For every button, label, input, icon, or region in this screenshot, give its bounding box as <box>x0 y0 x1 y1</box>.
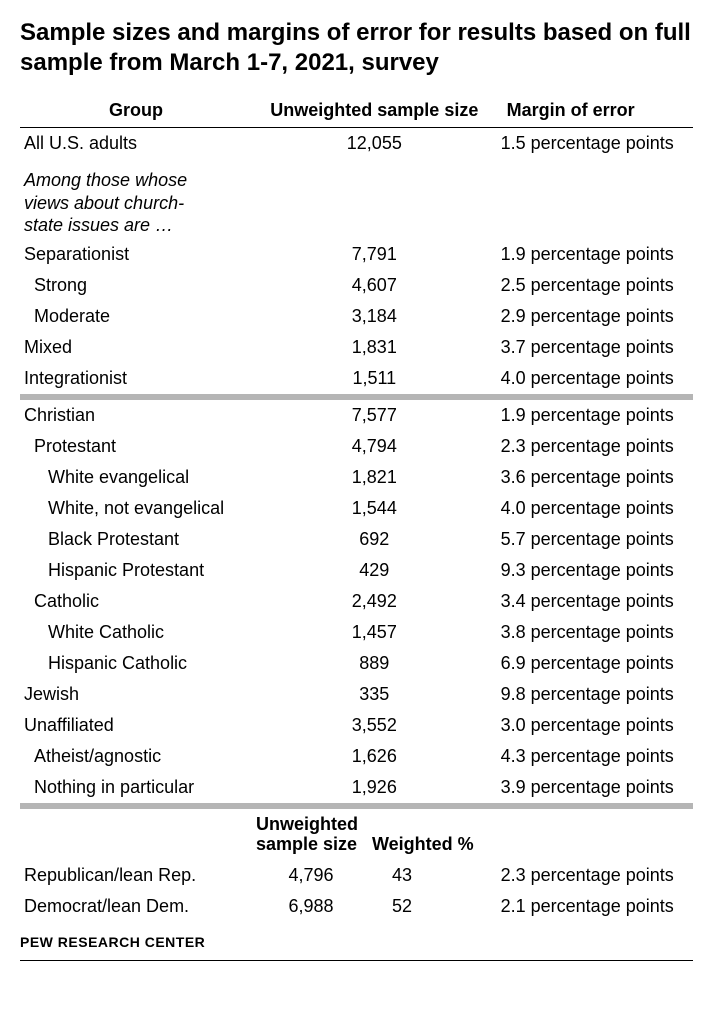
mid-header-sample-weighted: Unweighted sample sizeWeighted % <box>252 809 497 860</box>
row-label: Republican/lean Rep. <box>20 860 252 891</box>
row-label: Unaffiliated <box>20 710 252 741</box>
row-label: Jewish <box>20 679 252 710</box>
row-label: Democrat/lean Dem. <box>20 891 252 922</box>
row-sample: 2,492 <box>252 586 497 617</box>
row-moe: 5.7 percentage points <box>497 524 693 555</box>
row-moe: 1.5 percentage points <box>497 128 693 160</box>
table-row: Strong4,6072.5 percentage points <box>20 270 693 301</box>
row-label: Atheist/agnostic <box>20 741 252 772</box>
table-row: Protestant4,7942.3 percentage points <box>20 431 693 462</box>
row-moe: 3.9 percentage points <box>497 772 693 803</box>
table-container: Sample sizes and margins of error for re… <box>0 0 713 981</box>
table-row: White, not evangelical1,5444.0 percentag… <box>20 493 693 524</box>
row-label: Protestant <box>20 431 252 462</box>
row-moe: 9.8 percentage points <box>497 679 693 710</box>
table-row: Jewish3359.8 percentage points <box>20 679 693 710</box>
row-label: Integrationist <box>20 363 252 394</box>
table-row: Moderate3,1842.9 percentage points <box>20 301 693 332</box>
row-moe: 1.9 percentage points <box>497 239 693 270</box>
row-sample: 3,184 <box>252 301 497 332</box>
row-sample: 7,791 <box>252 239 497 270</box>
table-row: All U.S. adults12,0551.5 percentage poin… <box>20 128 693 160</box>
table-row: Black Protestant6925.7 percentage points <box>20 524 693 555</box>
row-sample: 335 <box>252 679 497 710</box>
table-row: Separationist7,7911.9 percentage points <box>20 239 693 270</box>
row-moe: 1.9 percentage points <box>497 400 693 431</box>
table-row: Democrat/lean Dem.6,988522.1 percentage … <box>20 891 693 922</box>
row-sample: 889 <box>252 648 497 679</box>
row-label: All U.S. adults <box>20 128 252 160</box>
row-label: White, not evangelical <box>20 493 252 524</box>
mid-header-blank2 <box>497 809 693 860</box>
subhead-row: Among those whose views about church-sta… <box>20 159 693 239</box>
row-moe: 2.9 percentage points <box>497 301 693 332</box>
row-moe: 2.3 percentage points <box>497 860 693 891</box>
col-header-moe: Margin of error <box>497 94 693 128</box>
row-label: Separationist <box>20 239 252 270</box>
row-sample: 429 <box>252 555 497 586</box>
row-sample: 1,511 <box>252 363 497 394</box>
row-label: Christian <box>20 400 252 431</box>
row-label: Hispanic Protestant <box>20 555 252 586</box>
mid-header-row: Unweighted sample sizeWeighted % <box>20 809 693 860</box>
row-moe: 2.1 percentage points <box>497 891 693 922</box>
source-footer: PEW RESEARCH CENTER <box>20 934 693 961</box>
row-moe: 3.0 percentage points <box>497 710 693 741</box>
page-title: Sample sizes and margins of error for re… <box>20 18 693 78</box>
row-sample: 7,577 <box>252 400 497 431</box>
table-row: White evangelical1,8213.6 percentage poi… <box>20 462 693 493</box>
table-row: Atheist/agnostic1,6264.3 percentage poin… <box>20 741 693 772</box>
row-moe: 2.5 percentage points <box>497 270 693 301</box>
row-label: Hispanic Catholic <box>20 648 252 679</box>
row-sample-weighted: 6,98852 <box>252 891 497 922</box>
row-moe: 9.3 percentage points <box>497 555 693 586</box>
row-moe: 3.6 percentage points <box>497 462 693 493</box>
row-sample: 3,552 <box>252 710 497 741</box>
mid-header-blank <box>20 809 252 860</box>
row-moe: 3.7 percentage points <box>497 332 693 363</box>
table-row: Integrationist1,5114.0 percentage points <box>20 363 693 394</box>
row-sample: 1,831 <box>252 332 497 363</box>
row-sample: 1,626 <box>252 741 497 772</box>
table-row: Catholic2,4923.4 percentage points <box>20 586 693 617</box>
table-body: All U.S. adults12,0551.5 percentage poin… <box>20 128 693 922</box>
row-moe: 4.3 percentage points <box>497 741 693 772</box>
row-label: White Catholic <box>20 617 252 648</box>
data-table: Group Unweighted sample size Margin of e… <box>20 94 693 922</box>
table-row: Nothing in particular1,9263.9 percentage… <box>20 772 693 803</box>
row-label: Black Protestant <box>20 524 252 555</box>
row-moe: 6.9 percentage points <box>497 648 693 679</box>
table-row: Hispanic Catholic8896.9 percentage point… <box>20 648 693 679</box>
row-sample-weighted: 4,79643 <box>252 860 497 891</box>
table-row: Christian7,5771.9 percentage points <box>20 400 693 431</box>
row-label: Mixed <box>20 332 252 363</box>
col-header-sample: Unweighted sample size <box>252 94 497 128</box>
row-sample: 4,794 <box>252 431 497 462</box>
table-row: Hispanic Protestant4299.3 percentage poi… <box>20 555 693 586</box>
col-header-group: Group <box>20 94 252 128</box>
row-sample: 1,926 <box>252 772 497 803</box>
row-moe: 4.0 percentage points <box>497 493 693 524</box>
row-moe: 4.0 percentage points <box>497 363 693 394</box>
row-sample: 1,821 <box>252 462 497 493</box>
table-row: Unaffiliated3,5523.0 percentage points <box>20 710 693 741</box>
row-label: Nothing in particular <box>20 772 252 803</box>
row-label: White evangelical <box>20 462 252 493</box>
row-sample: 1,457 <box>252 617 497 648</box>
row-sample: 12,055 <box>252 128 497 160</box>
row-label: Moderate <box>20 301 252 332</box>
row-label: Catholic <box>20 586 252 617</box>
table-row: Mixed1,8313.7 percentage points <box>20 332 693 363</box>
row-moe: 2.3 percentage points <box>497 431 693 462</box>
row-sample: 4,607 <box>252 270 497 301</box>
subhead-text: Among those whose views about church-sta… <box>20 159 693 239</box>
table-row: White Catholic1,4573.8 percentage points <box>20 617 693 648</box>
table-row: Republican/lean Rep.4,796432.3 percentag… <box>20 860 693 891</box>
row-moe: 3.4 percentage points <box>497 586 693 617</box>
row-sample: 692 <box>252 524 497 555</box>
row-moe: 3.8 percentage points <box>497 617 693 648</box>
row-label: Strong <box>20 270 252 301</box>
row-sample: 1,544 <box>252 493 497 524</box>
